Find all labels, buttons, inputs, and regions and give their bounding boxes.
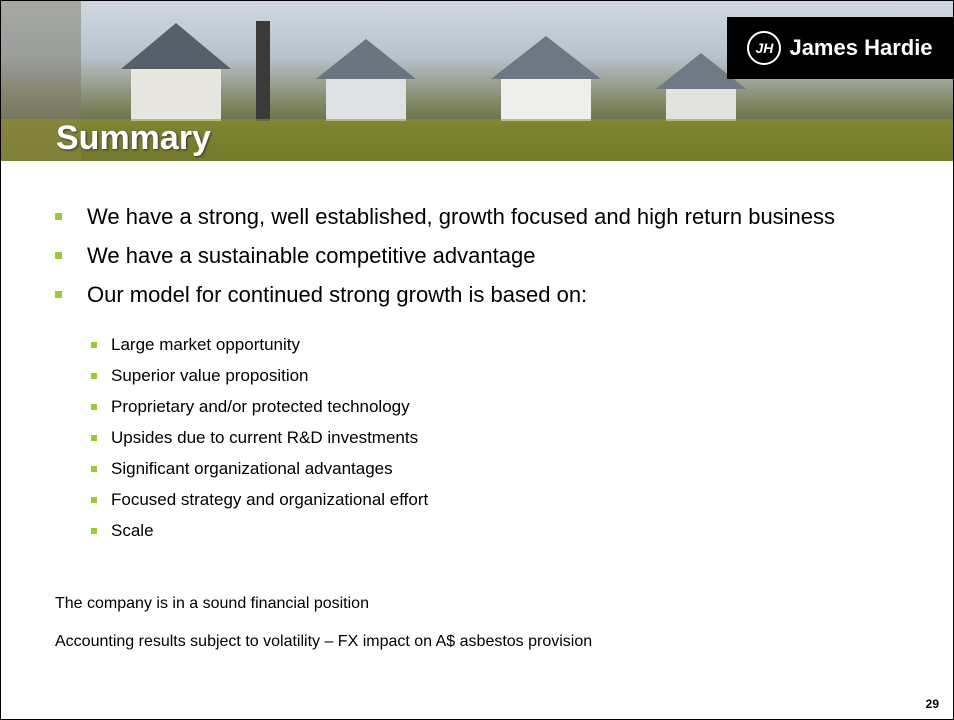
logo-text: James Hardie [789,35,933,60]
bullet-item: Significant organizational advantages [91,459,428,479]
bullet-item: We have a strong, well established, grow… [55,204,835,230]
logo-mark: JH [747,31,782,65]
banner: Summary JH James Hardie [1,1,953,161]
bullet-item: Superior value proposition [91,366,428,386]
sub-bullet-list: Large market opportunity Superior value p… [91,335,428,552]
bullet-item: Scale [91,521,428,541]
page-number: 29 [925,697,939,711]
bullet-item: Our model for continued strong growth is… [55,282,835,308]
bullet-item: The company is in a sound financial posi… [55,595,592,613]
bullet-item: Focused strategy and organizational effo… [91,490,428,510]
bullet-list: We have a strong, well established, grow… [55,204,835,321]
bullet-item: Proprietary and/or protected technology [91,397,428,417]
bullet-item: We have a sustainable competitive advant… [55,243,835,269]
logo: JH James Hardie [727,17,953,79]
houses-illustration [1,1,746,161]
bullet-item: Large market opportunity [91,335,428,355]
bullet-list: The company is in a sound financial posi… [55,595,592,671]
title-band [1,119,953,161]
slide-title: Summary [56,119,211,157]
bullet-item: Upsides due to current R&D investments [91,428,428,448]
bullet-item: Accounting results subject to volatility… [55,633,593,650]
